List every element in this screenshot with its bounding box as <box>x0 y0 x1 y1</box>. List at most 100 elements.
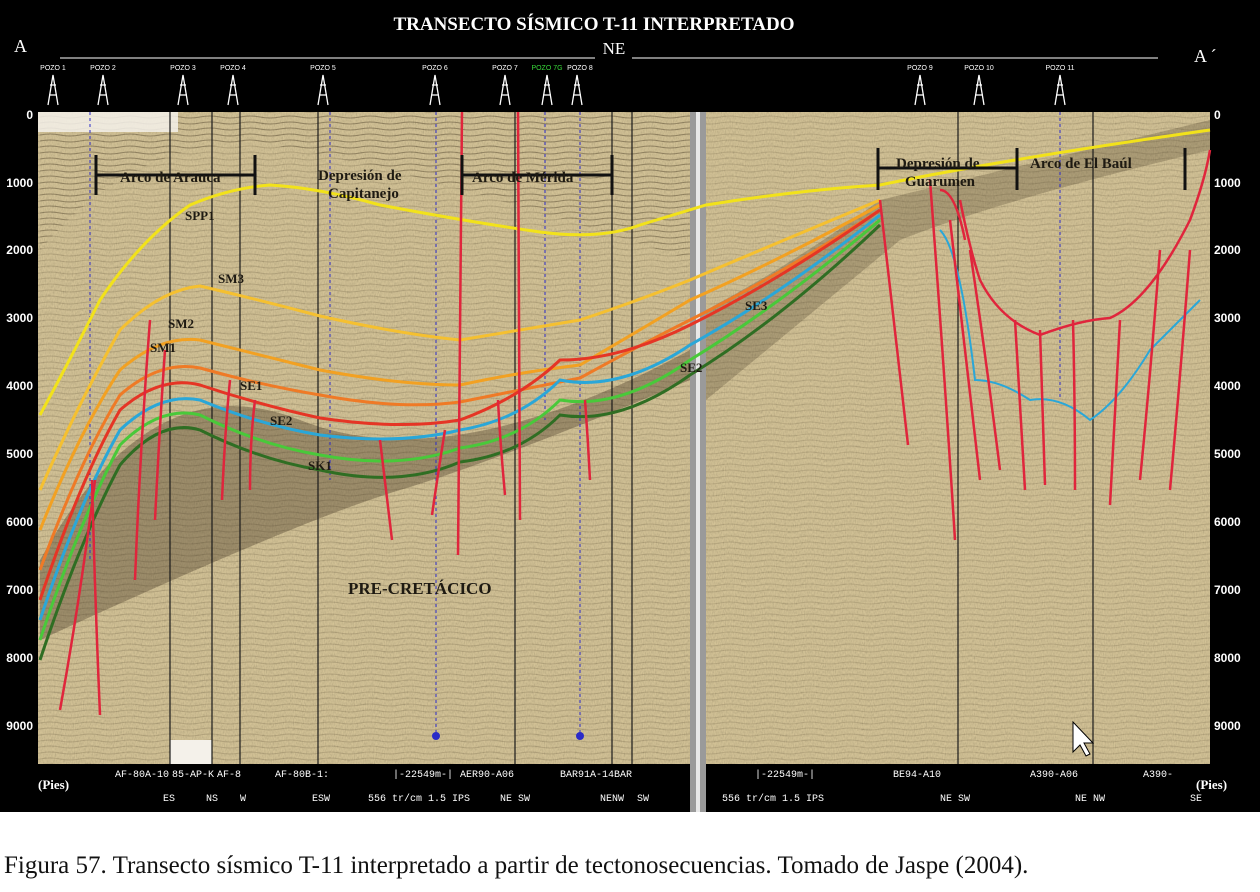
depth-tick: 3000 <box>6 311 33 325</box>
depth-unit-right: (Pies) <box>1196 777 1227 792</box>
horizon-label: SM2 <box>168 316 194 331</box>
line-label: AER90-A06 <box>460 770 514 781</box>
depth-tick: 5000 <box>6 447 33 461</box>
well-label: POZO 6 <box>422 65 448 72</box>
structure-label: Arco de Mérida <box>472 170 574 186</box>
line-label: SW <box>637 794 649 805</box>
structure-label: Capitanejo <box>328 186 399 202</box>
depth-tick: 6000 <box>1214 515 1241 529</box>
horizon-se2b <box>38 218 881 641</box>
horizon-label: SE3 <box>745 298 768 313</box>
depth-axis-right: 0 1000 2000 3000 4000 5000 6000 7000 800… <box>1214 108 1241 733</box>
horizons <box>38 128 1211 661</box>
well-label: POZO 3 <box>170 65 196 72</box>
well-label: POZO 8 <box>567 65 593 72</box>
depth-tick: 4000 <box>1214 379 1241 393</box>
structure-brackets <box>94 148 1187 195</box>
line-label: ES <box>163 794 175 805</box>
depth-tick: 8000 <box>6 651 33 665</box>
line-label: BAR91A-14BAR <box>560 770 632 781</box>
depth-tick: 1000 <box>1214 176 1241 190</box>
horizon-sk1 <box>38 223 882 661</box>
direction-label: NE <box>603 39 626 58</box>
well-label: POZO 11 <box>1045 65 1074 72</box>
basement-label: PRE-CRETÁCICO <box>348 579 492 598</box>
line-label: AF-80B-1: <box>275 770 329 781</box>
line-label: A390-A06 <box>1030 770 1078 781</box>
horizon-label: SM1 <box>150 340 176 355</box>
horizon-sm3 <box>38 198 881 491</box>
horizon-se1 <box>38 208 881 601</box>
line-labels-bottom: ES NS W ESW 556 tr/cm 1.5 IPS NE SW NENW… <box>163 793 1202 805</box>
horizon-label: SE2 <box>270 413 292 428</box>
line-label: W <box>240 794 246 805</box>
horizon-sm1 <box>38 208 881 571</box>
structure-label: Depresión de <box>896 156 980 172</box>
depth-tick: 7000 <box>6 583 33 597</box>
endpoint-right: A ´ <box>1194 46 1217 66</box>
line-label: |-22549m-| <box>755 769 815 781</box>
well-label: POZO 4 <box>220 65 246 72</box>
line-label: NENW <box>600 794 624 805</box>
depth-tick: 3000 <box>1214 311 1241 325</box>
line-label: |-22549m-| <box>393 769 453 781</box>
line-label: SE <box>1190 794 1202 805</box>
depth-tick: 9000 <box>6 719 33 733</box>
structure-label: Guarumen <box>905 174 976 190</box>
line-label: AF-80A-10 <box>115 770 169 781</box>
well-label: POZO 10 <box>964 65 994 72</box>
well-label: POZO 7 <box>492 65 518 72</box>
well-label: POZO 5 <box>310 65 336 72</box>
seismic-section-svg: TRANSECTO SÍSMICO T-11 INTERPRETADO NE A… <box>0 0 1260 812</box>
line-label: NE SW <box>500 794 530 805</box>
horizon-label: SE2 <box>680 360 702 375</box>
faults <box>58 111 1212 716</box>
horizon-label: SK1 <box>308 458 332 473</box>
depth-tick: 0 <box>1214 108 1221 122</box>
structure-label: Arco de El Baúl <box>1030 156 1132 172</box>
well-label: POZO 7G <box>531 65 562 72</box>
depth-tick: 2000 <box>1214 243 1241 257</box>
line-labels-top: AF-80A-10 85-AP-K AF-8 AF-80B-1: |-22549… <box>115 769 1173 781</box>
horizon-label: SM3 <box>218 271 245 286</box>
depth-tick: 4000 <box>6 379 33 393</box>
line-label: NS <box>206 794 218 805</box>
depth-axis-left: 0 1000 2000 3000 4000 5000 6000 7000 800… <box>6 108 33 733</box>
well-labels: POZO 1 POZO 2 POZO 3 POZO 4 POZO 5 POZO … <box>40 65 1074 72</box>
seismic-section-figure: TRANSECTO SÍSMICO T-11 INTERPRETADO NE A… <box>0 0 1260 812</box>
horizon-labels: SPP1 SM3 SM2 SM1 SE1 SE2 SK1 SE3 SE2 <box>150 208 768 473</box>
mouse-cursor-icon <box>1072 720 1095 757</box>
endpoint-left: A <box>14 36 27 56</box>
well-derricks <box>47 74 1066 106</box>
well-label: POZO 2 <box>90 65 116 72</box>
horizon-spp1 <box>38 128 1211 416</box>
line-label: AF-8 <box>217 770 241 781</box>
depth-tick: 7000 <box>1214 583 1241 597</box>
line-label: BE94-A10 <box>893 770 941 781</box>
line-label: 556 tr/cm 1.5 IPS <box>368 793 470 805</box>
line-label: 556 tr/cm 1.5 IPS <box>722 793 824 805</box>
depth-unit-left: (Pies) <box>38 777 69 792</box>
tie-lines <box>169 112 1094 764</box>
structure-labels: Arco de Arauca Depresión de Capitanejo A… <box>120 156 1132 202</box>
depth-tick: 8000 <box>1214 651 1241 665</box>
figure-title: TRANSECTO SÍSMICO T-11 INTERPRETADO <box>393 13 794 35</box>
horizon-label: SE1 <box>240 378 262 393</box>
depth-tick: 9000 <box>1214 719 1241 733</box>
structure-label: Depresión de <box>318 168 402 184</box>
well-label: POZO 1 <box>40 65 66 72</box>
line-label: A390- <box>1143 770 1173 781</box>
depth-tick: 5000 <box>1214 447 1241 461</box>
figure-caption: Figura 57. Transecto sísmico T-11 interp… <box>4 852 1029 879</box>
well-label: POZO 9 <box>907 65 933 72</box>
depth-tick: 0 <box>26 108 33 122</box>
depth-tick: 2000 <box>6 243 33 257</box>
horizon-sm2 <box>38 203 881 531</box>
depth-tick: 6000 <box>6 515 33 529</box>
depth-tick: 1000 <box>6 176 33 190</box>
line-label: ESW <box>312 794 330 805</box>
horizon-se2 <box>38 213 881 621</box>
structure-label: Arco de Arauca <box>120 170 221 186</box>
line-label: 85-AP-K <box>172 770 214 781</box>
horizon-label: SPP1 <box>185 208 215 223</box>
